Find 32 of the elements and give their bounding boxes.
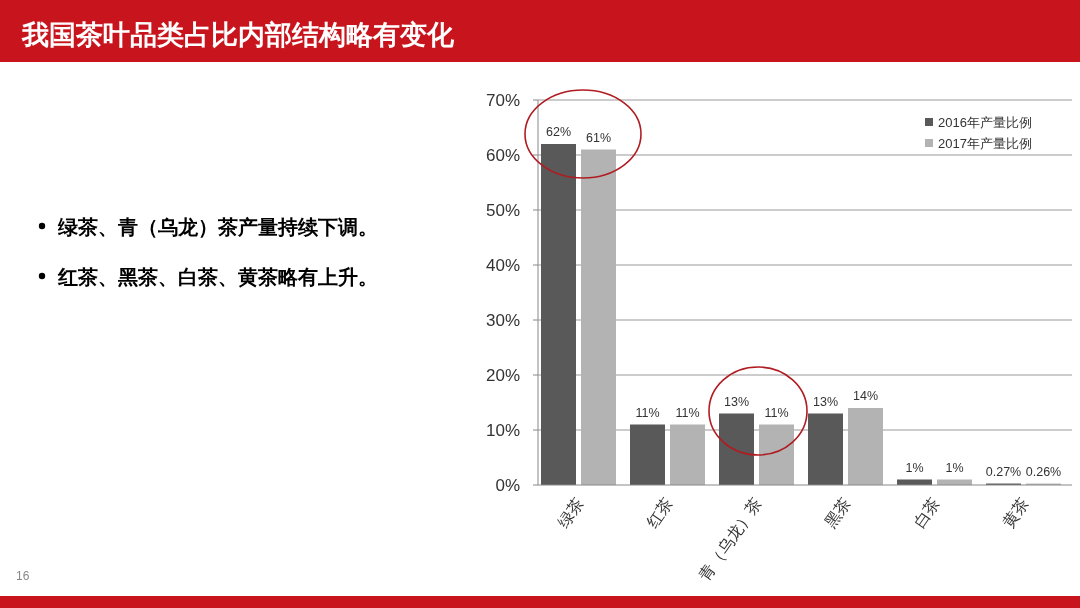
data-label: 1% (945, 460, 964, 475)
data-label: 13% (812, 394, 839, 409)
y-tick-label: 50% (485, 201, 520, 220)
y-tick-label: 60% (485, 146, 520, 165)
x-tick-label: 黄茶 (999, 494, 1032, 531)
x-tick-label: 绿茶 (554, 494, 587, 531)
y-tick-label: 10% (485, 421, 520, 440)
data-label: 14% (852, 389, 879, 403)
y-tick-label: 20% (485, 366, 520, 385)
x-tick-label: 红茶 (643, 494, 676, 531)
data-label: 1% (905, 460, 924, 475)
data-label: 11% (635, 405, 660, 420)
text: 16 (16, 569, 30, 583)
data-label: 11% (675, 405, 700, 420)
data-label: 0.27% (985, 464, 1022, 479)
x-tick-label: 黑茶 (821, 494, 854, 531)
data-label: 13% (723, 394, 750, 409)
text: 红茶、黑茶、白茶、黄茶略有上升。 (57, 266, 378, 288)
y-tick-label: 70% (485, 91, 520, 110)
y-tick-label: 30% (485, 311, 520, 330)
text: 我国茶叶品类占比内部结构略有变化 (21, 20, 455, 50)
legend-label: 2017年产量比例 (938, 136, 1032, 151)
x-tick-label: 青（乌龙）茶 (695, 494, 765, 584)
y-tick-label: 40% (485, 256, 520, 275)
data-label: 61% (585, 130, 612, 145)
x-tick-label: 白茶 (910, 494, 943, 531)
legend-label: 2016年产量比例 (938, 115, 1032, 130)
data-label: 62% (545, 125, 572, 139)
data-label: 0.26% (1025, 464, 1062, 479)
data-label: 11% (764, 405, 789, 420)
text: 绿茶、青（乌龙）茶产量持续下调。 (57, 216, 378, 238)
y-tick-label: 0% (495, 476, 520, 495)
